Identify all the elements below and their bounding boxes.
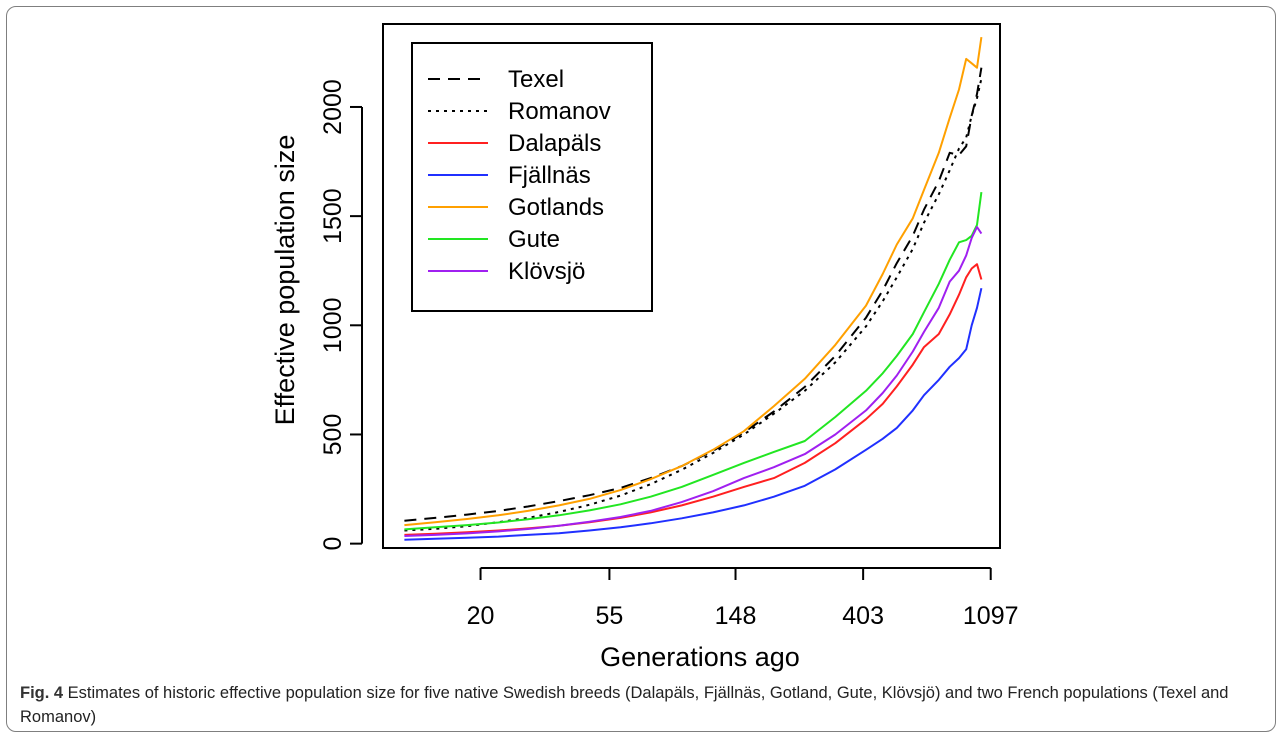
figure-label: Fig. 4 bbox=[20, 684, 64, 702]
x-tick-label: 20 bbox=[467, 602, 495, 630]
axis-layer: 20 55 148 403 1097 0 500 1000 1500 2000 bbox=[319, 79, 1019, 630]
series-line-fjällnäs bbox=[404, 287, 983, 541]
line-chart: 20 55 148 403 1097 0 500 1000 1500 2000 Generatio… bbox=[270, 23, 1019, 672]
plot-area-frame bbox=[382, 23, 1001, 549]
legend-label-dalapäls: Dalapäls bbox=[508, 130, 601, 157]
figure-frame bbox=[6, 6, 1276, 732]
series-line-klövsjö bbox=[404, 226, 983, 537]
legend-label-romanov: Romanov bbox=[508, 98, 611, 125]
legend-label-fjällnäs: Fjällnäs bbox=[508, 162, 591, 189]
y-tick-label: 1000 bbox=[319, 297, 347, 353]
x-tick-label: 148 bbox=[715, 602, 757, 630]
x-tick-label: 1097 bbox=[963, 602, 1019, 630]
legend-label-gotlands: Gotlands bbox=[508, 194, 604, 221]
y-axis-title: Effective population size bbox=[270, 135, 300, 426]
legend: Texel Romanov Dalapäls Fjällnäs Gotlands Gute… bbox=[411, 42, 653, 312]
x-tick-label: 55 bbox=[596, 602, 624, 630]
y-tick-label: 2000 bbox=[319, 79, 347, 135]
legend-box bbox=[411, 42, 653, 312]
legend-label-gute: Gute bbox=[508, 226, 560, 253]
legend-label-texel: Texel bbox=[508, 66, 564, 93]
caption-text: Estimates of historic effective populati… bbox=[20, 684, 1229, 726]
series-layer bbox=[404, 36, 983, 541]
series-line-texel bbox=[404, 67, 983, 522]
y-tick-label: 500 bbox=[319, 414, 347, 456]
y-tick-label: 0 bbox=[319, 537, 347, 551]
legend-label-klövsjö: Klövsjö bbox=[508, 258, 585, 285]
series-line-romanov bbox=[404, 78, 983, 532]
series-line-gotlands bbox=[404, 36, 983, 527]
x-axis-title: Generations ago bbox=[600, 642, 800, 672]
figure-caption: Fig. 4 Estimates of historic effective p… bbox=[20, 681, 1260, 729]
y-tick-label: 1500 bbox=[319, 188, 347, 244]
x-tick-label: 403 bbox=[842, 602, 884, 630]
series-line-gute bbox=[404, 191, 983, 531]
